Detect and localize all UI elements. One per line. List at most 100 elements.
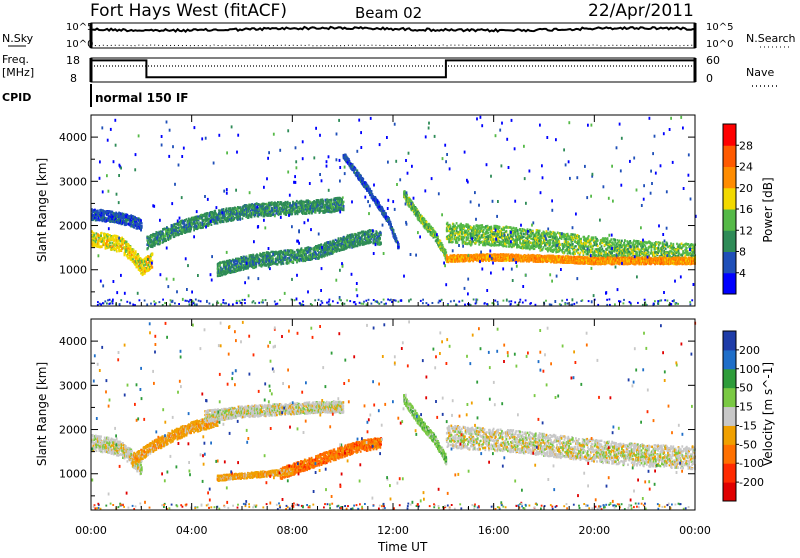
data-cell — [285, 256, 287, 258]
data-cell — [390, 223, 392, 225]
data-cell — [242, 264, 244, 266]
beam-label: Beam 02 — [355, 4, 422, 22]
data-cell — [362, 178, 364, 180]
data-cell — [101, 232, 103, 234]
noise-panel: N.Sky 10^5 10^0 10^5 10^0 N.Search — [2, 22, 796, 50]
data-cell — [127, 219, 129, 221]
data-cell — [127, 251, 129, 253]
data-cell — [291, 213, 293, 215]
freq-unit-label: [MHz] — [2, 66, 34, 79]
data-cell — [273, 258, 275, 260]
nsearch-tick-high: 10^5 — [706, 22, 733, 33]
data-cell — [242, 217, 244, 219]
data-cell — [269, 206, 271, 208]
data-cell — [393, 230, 395, 232]
data-cell — [343, 205, 345, 207]
data-cell — [322, 200, 324, 202]
data-cell — [162, 232, 164, 234]
data-cell — [126, 241, 128, 243]
date-label: 22/Apr/2011 — [588, 1, 694, 21]
data-cell — [398, 243, 400, 245]
data-cell — [287, 257, 289, 259]
nsky-label: N.Sky — [2, 32, 34, 45]
data-cell — [136, 266, 138, 268]
data-cell — [396, 238, 398, 240]
nsearch-label: N.Search — [746, 32, 796, 45]
data-cell — [294, 251, 296, 253]
data-cell — [369, 188, 371, 190]
data-cell — [324, 242, 326, 244]
data-cell — [151, 266, 153, 268]
data-cell — [116, 250, 118, 252]
data-cell — [398, 246, 400, 248]
data-cell — [135, 252, 137, 254]
nave-tick-low: 0 — [706, 72, 713, 85]
data-cell — [100, 235, 102, 237]
data-cell — [165, 240, 167, 242]
data-cell — [380, 242, 382, 244]
data-cell — [219, 215, 221, 217]
data-cell — [239, 216, 241, 218]
data-cell — [109, 242, 111, 244]
data-cell — [223, 208, 225, 210]
station-title: Fort Hays West (fitACF) — [90, 1, 287, 21]
nsearch-tick-low: 10^0 — [706, 39, 733, 50]
data-cell — [342, 196, 344, 198]
data-cell — [95, 241, 97, 243]
data-cell — [104, 239, 106, 241]
frequency-trace — [91, 60, 695, 77]
data-cell — [325, 199, 327, 201]
data-cell — [211, 224, 213, 226]
nave-tick-high: 60 — [706, 54, 720, 67]
freq-panel: Freq. [MHz] 18 8 60 0 Nave — [2, 53, 778, 86]
data-cell — [356, 169, 358, 171]
data-cell — [317, 249, 319, 251]
data-cell — [138, 255, 140, 257]
data-cell — [306, 213, 308, 215]
data-cell — [226, 208, 228, 210]
data-cell — [283, 263, 285, 265]
data-cell — [141, 222, 143, 224]
data-cell — [379, 237, 381, 239]
nsky-trace — [91, 27, 695, 32]
data-cell — [269, 254, 271, 256]
data-cell — [286, 206, 288, 208]
data-cell — [369, 233, 371, 235]
cpid-label: CPID — [2, 91, 31, 104]
nave-label: Nave — [746, 66, 774, 79]
data-cell — [217, 222, 219, 224]
data-cell — [120, 245, 122, 247]
data-cell — [252, 254, 254, 256]
data-cell — [343, 208, 345, 210]
data-cell — [190, 228, 192, 230]
data-cell — [320, 243, 322, 245]
data-cell — [140, 229, 142, 231]
data-cell — [120, 215, 122, 217]
data-cell — [331, 199, 333, 201]
data-cell — [354, 245, 356, 247]
data-cell — [141, 225, 143, 227]
data-cell — [223, 220, 225, 222]
data-cell — [292, 260, 294, 262]
data-cell — [98, 243, 100, 245]
data-cell — [237, 262, 239, 264]
data-cell — [133, 249, 135, 251]
data-cell — [380, 234, 382, 236]
data-cell — [214, 210, 216, 212]
nsearch-trace — [91, 45, 695, 46]
data-cell — [426, 221, 428, 223]
data-cell — [340, 206, 342, 208]
data-cell — [112, 248, 114, 250]
cpid-value: normal 150 IF — [95, 91, 189, 105]
data-cell — [338, 238, 340, 240]
cpid-panel: CPID normal 150 IF — [2, 84, 189, 107]
data-cell — [360, 175, 362, 177]
data-cell — [248, 217, 250, 219]
freq-tick-high: 18 — [66, 54, 80, 67]
data-cell — [349, 246, 351, 248]
data-cell — [147, 247, 149, 249]
freq-tick-low: 8 — [70, 72, 77, 85]
